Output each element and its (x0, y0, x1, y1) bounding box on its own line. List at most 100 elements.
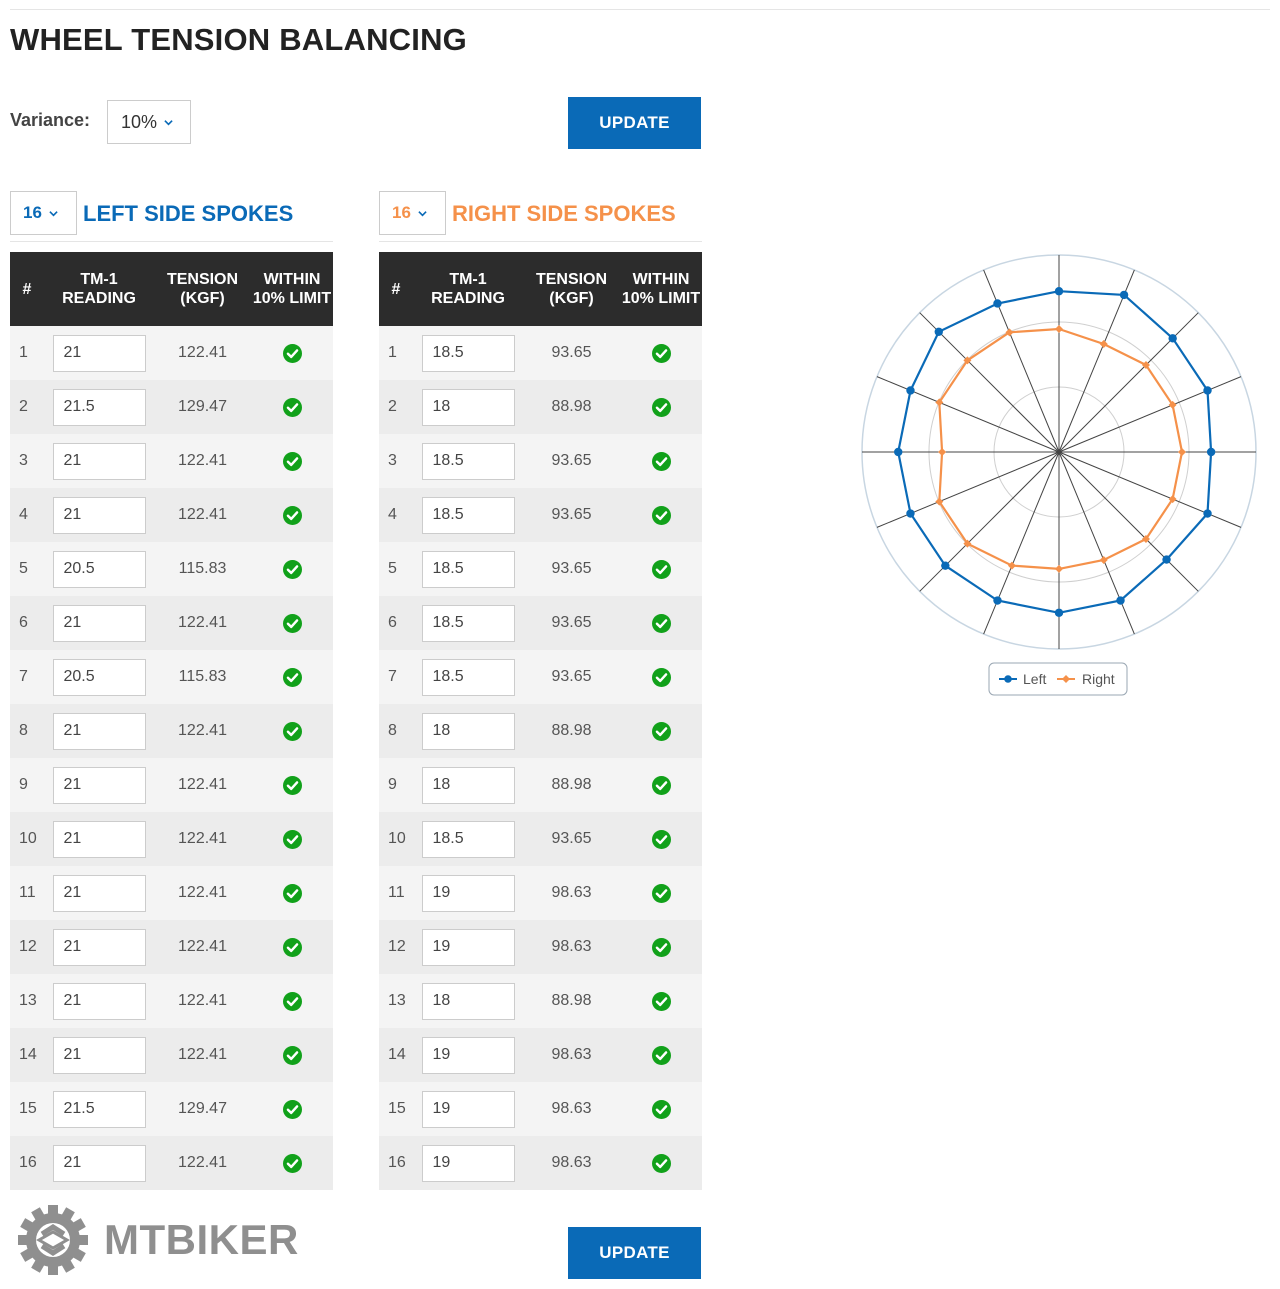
reading-input[interactable] (52, 334, 146, 372)
reading-input[interactable] (421, 442, 515, 480)
check-circle-icon (282, 1153, 302, 1173)
reading-input[interactable] (421, 766, 515, 804)
tension-value: 98.63 (523, 920, 620, 974)
reading-cell (44, 434, 154, 488)
spoke-number: 3 (10, 434, 44, 488)
check-circle-icon (651, 505, 671, 525)
update-button-bottom[interactable]: UPDATE (568, 1227, 701, 1279)
spoke-number: 8 (10, 704, 44, 758)
left-spokes-table: # TM-1 READING TENSION (KGF) WITHIN 10% … (10, 252, 333, 1190)
reading-cell (413, 1028, 523, 1082)
tension-value: 93.65 (523, 488, 620, 542)
reading-input[interactable] (52, 820, 146, 858)
spoke-number: 11 (379, 866, 413, 920)
reading-input[interactable] (421, 820, 515, 858)
reading-input[interactable] (421, 658, 515, 696)
reading-input[interactable] (52, 766, 146, 804)
col-header-limit: WITHIN 10% LIMIT (620, 252, 702, 326)
radar-axis-line (1058, 451, 1199, 592)
radar-axis-line (876, 451, 1060, 528)
reading-input[interactable] (421, 496, 515, 534)
reading-input[interactable] (52, 388, 146, 426)
reading-input[interactable] (52, 874, 146, 912)
spoke-number: 5 (379, 542, 413, 596)
variance-select[interactable]: 10% (107, 100, 191, 144)
table-row: 3 122.41 (10, 434, 333, 488)
reading-input[interactable] (52, 550, 146, 588)
left-side-header: 16 LEFT SIDE SPOKES (10, 191, 333, 242)
check-circle-icon (651, 1153, 671, 1173)
reading-input[interactable] (421, 604, 515, 642)
radar-axis-line (983, 269, 1060, 453)
legend-label-left: Left (1023, 671, 1046, 687)
limit-cell (620, 1082, 702, 1136)
reading-cell (413, 488, 523, 542)
data-point-right (1168, 495, 1177, 504)
reading-cell (44, 1082, 154, 1136)
tension-value: 98.63 (523, 1136, 620, 1190)
radar-axis-line (1058, 451, 1242, 528)
reading-input[interactable] (52, 1144, 146, 1182)
table-row: 793.65 (379, 650, 702, 704)
reading-input[interactable] (421, 874, 515, 912)
reading-cell (44, 1028, 154, 1082)
reading-cell (44, 974, 154, 1028)
reading-cell (44, 1136, 154, 1190)
reading-input[interactable] (421, 1036, 515, 1074)
table-row: 11 122.41 (10, 866, 333, 920)
reading-cell (413, 542, 523, 596)
data-point-left (1206, 447, 1216, 457)
reading-input[interactable] (421, 550, 515, 588)
reading-input[interactable] (421, 1144, 515, 1182)
limit-cell (251, 1028, 333, 1082)
mtbiker-logo[interactable]: MTBIKER (16, 1203, 299, 1277)
reading-input[interactable] (52, 658, 146, 696)
data-point-right (963, 539, 972, 548)
reading-input[interactable] (52, 496, 146, 534)
check-circle-icon (651, 937, 671, 957)
right-spoke-count-select[interactable]: 16 (379, 191, 446, 235)
tension-value: 122.41 (154, 596, 251, 650)
spoke-number: 12 (10, 920, 44, 974)
spoke-number: 13 (379, 974, 413, 1028)
reading-input[interactable] (421, 1090, 515, 1128)
table-row: 888.98 (379, 704, 702, 758)
chevron-down-icon (418, 210, 427, 216)
reading-input[interactable] (52, 1090, 146, 1128)
check-circle-icon (282, 559, 302, 579)
reading-input[interactable] (52, 1036, 146, 1074)
reading-cell (44, 866, 154, 920)
table-row: 988.98 (379, 758, 702, 812)
col-header-tension: TENSION (KGF) (523, 252, 620, 326)
data-point-right (1099, 340, 1108, 349)
reading-input[interactable] (52, 928, 146, 966)
reading-input[interactable] (421, 982, 515, 1020)
reading-input[interactable] (421, 712, 515, 750)
reading-input[interactable] (52, 712, 146, 750)
left-spoke-count-select[interactable]: 16 (10, 191, 77, 235)
variance-label: Variance: (10, 110, 91, 130)
table-row: 13 88.98 (379, 974, 702, 1028)
limit-cell (620, 758, 702, 812)
reading-input[interactable] (421, 334, 515, 372)
col-header-limit: WITHIN 10% LIMIT (251, 252, 333, 326)
reading-input[interactable] (52, 604, 146, 642)
left-side-title: LEFT SIDE SPOKES (83, 201, 294, 226)
legend-marker-left (1004, 675, 1012, 683)
reading-input[interactable] (421, 388, 515, 426)
reading-input[interactable] (52, 982, 146, 1020)
table-row: 16 98.63 (379, 1136, 702, 1190)
tension-value: 93.65 (523, 434, 620, 488)
update-button[interactable]: UPDATE (568, 97, 701, 149)
tension-value: 122.41 (154, 1136, 251, 1190)
limit-cell (620, 434, 702, 488)
data-point-left (941, 561, 950, 570)
data-point-left (1203, 386, 1212, 395)
data-point-right (1007, 561, 1016, 570)
gear-logo-icon (18, 1205, 88, 1275)
spoke-number: 15 (10, 1082, 44, 1136)
reading-input[interactable] (421, 928, 515, 966)
table-row: 12 98.63 (379, 920, 702, 974)
spoke-number: 11 (10, 866, 44, 920)
reading-input[interactable] (52, 442, 146, 480)
